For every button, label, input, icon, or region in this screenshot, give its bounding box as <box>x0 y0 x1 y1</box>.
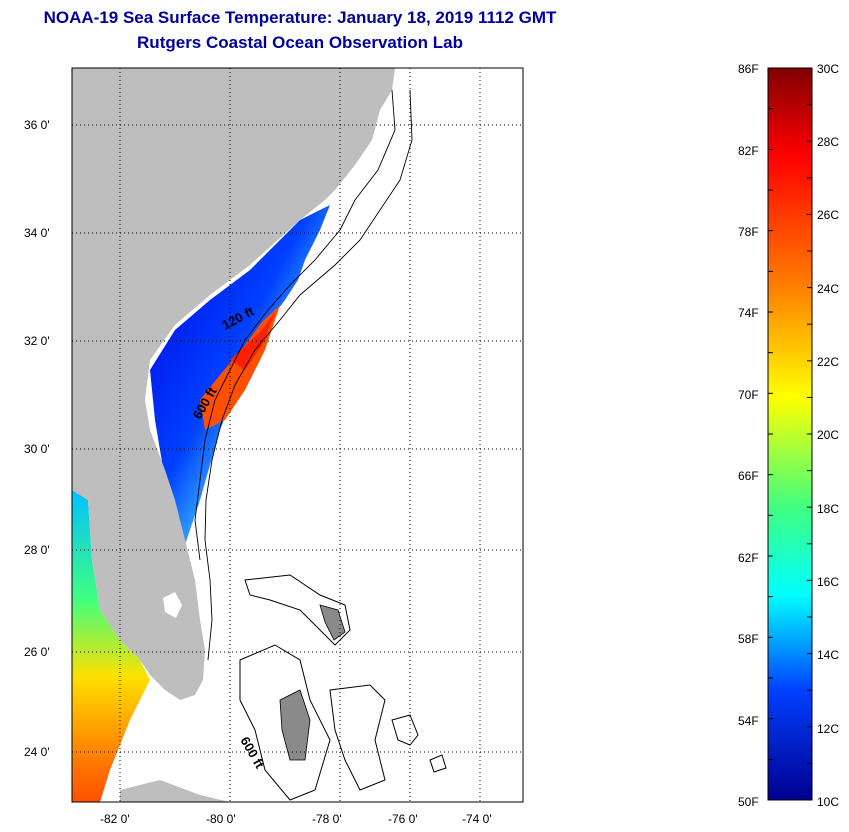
lon-label-76: -76 0' <box>388 812 418 826</box>
lat-label-34: 34 0' <box>24 226 50 240</box>
colorbar-f-70: 70F <box>738 388 759 402</box>
colorbar-c-20: 20C <box>817 428 840 442</box>
lat-label-28: 28 0' <box>24 543 50 557</box>
isobath-600ft <box>204 89 413 661</box>
colorbar-c-22: 22C <box>817 355 840 369</box>
map-title: NOAA-19 Sea Surface Temperature: January… <box>43 8 557 27</box>
colorbar-c-24: 24C <box>817 282 840 296</box>
isobath-label-600ft-south: 600 ft <box>237 734 267 771</box>
lat-label-26: 26 0' <box>24 645 50 659</box>
map-frame <box>71 67 524 803</box>
bahamas-island-andros <box>279 689 311 761</box>
florida-keys <box>120 780 230 802</box>
colorbar-f-54: 54F <box>738 714 759 728</box>
lake-okeechobee <box>163 592 182 618</box>
bahamas-island-abaco <box>319 604 346 641</box>
lat-label-30: 30 0' <box>24 442 50 456</box>
colorbar-f-74: 74F <box>738 306 759 320</box>
colorbar-c-18: 18C <box>817 502 840 516</box>
colorbar-c-28: 28C <box>817 135 840 149</box>
bahamas-island-small <box>429 754 447 773</box>
colorbar-c-10: 10C <box>817 795 840 809</box>
bahamas-bank-north <box>244 574 351 646</box>
colorbar-c-14: 14C <box>817 648 840 662</box>
colorbar-c-12: 12C <box>817 722 840 736</box>
colorbar-f-62: 62F <box>738 551 759 565</box>
colorbar-f-50: 50F <box>738 795 759 809</box>
colorbar-f-78: 78F <box>738 225 759 239</box>
colorbar-c-16: 16C <box>817 575 840 589</box>
lon-label-80: -80 0' <box>206 812 236 826</box>
colorbar-f-58: 58F <box>738 632 759 646</box>
lon-label-74: -74 0' <box>462 812 492 826</box>
lon-label-78: -78 0' <box>312 812 342 826</box>
colorbar-c-30: 30C <box>817 62 840 76</box>
bahamas-bank-great <box>239 644 331 801</box>
lat-label-32: 32 0' <box>24 334 50 348</box>
lat-label-24: 24 0' <box>24 745 50 759</box>
us-landmass <box>72 68 395 700</box>
map-subtitle: Rutgers Coastal Ocean Observation Lab <box>137 33 463 52</box>
isobath-120ft <box>194 89 396 561</box>
colorbar-f-86: 86F <box>738 62 759 76</box>
colorbar-f-66: 66F <box>738 469 759 483</box>
sst-swath-florida-west <box>72 490 150 802</box>
colorbar-c-26: 26C <box>817 208 840 222</box>
lat-label-36: 36 0' <box>24 118 50 132</box>
bahamas-island-eleuthera <box>391 714 419 746</box>
bahamas-bank-east <box>329 684 386 791</box>
colorbar-f-82: 82F <box>738 144 759 158</box>
lon-label-82: -82 0' <box>100 812 130 826</box>
